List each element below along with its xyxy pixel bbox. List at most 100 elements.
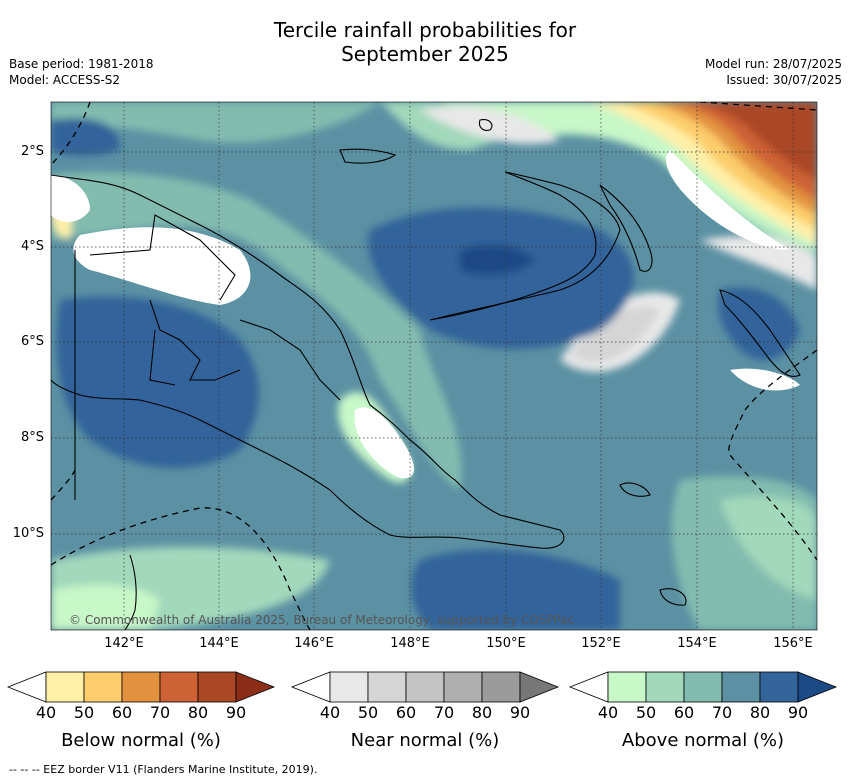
colorbar-swatch (367, 671, 407, 703)
colorbar-title: Below normal (%) (61, 730, 221, 751)
eez-north-west (51, 102, 91, 166)
coast-new-ireland (599, 184, 653, 272)
coast-bougainville (719, 289, 801, 378)
colorbar-swatch (83, 671, 123, 703)
colorbar-under-arrow (6, 671, 47, 703)
longitude-label: 146°E (294, 636, 334, 651)
border-province-b (149, 299, 241, 381)
colorbar-swatch (405, 671, 445, 703)
colorbar-swatch (443, 671, 483, 703)
longitude-label: 150°E (486, 636, 526, 651)
meta-right: Model run: 28/07/2025 Issued: 30/07/2025 (705, 56, 842, 88)
colorbar-over-arrow (235, 671, 276, 703)
colorbar-tick-label: 80 (187, 703, 209, 722)
colorbar-swatch (721, 671, 761, 703)
colorbar-under-arrow (290, 671, 331, 703)
colorbar-swatch (645, 671, 685, 703)
coastlines (51, 119, 801, 630)
colorbar-swatch (121, 671, 161, 703)
colorbars (6, 671, 838, 703)
longitude-label: 156°E (773, 636, 813, 651)
map-frame (50, 101, 818, 631)
colorbar-tick-label: 50 (357, 703, 379, 722)
probability-field (51, 102, 817, 630)
eez-south-west (51, 507, 311, 630)
colorbar-over-arrow (797, 671, 838, 703)
colorbar-swatch (607, 671, 647, 703)
longitude-label: 154°E (677, 636, 717, 651)
colorbar-swatch (197, 671, 237, 703)
borders (74, 214, 341, 500)
copyright-notice: © Commonwealth of Australia 2025, Bureau… (69, 613, 575, 627)
longitude-label: 152°E (581, 636, 621, 651)
eez-borders (51, 102, 817, 630)
colorbar-title: Above normal (%) (621, 730, 785, 751)
colorbar-tick-label: 90 (509, 703, 531, 722)
colorbar-swatch (329, 671, 369, 703)
colorbar-tick-label: 80 (471, 703, 493, 722)
above-normal-80-west (56, 296, 259, 469)
above-normal-80-central (368, 207, 634, 349)
white-zone-east (730, 368, 800, 391)
colorbar-tick-label: 60 (395, 703, 417, 722)
colorbar-tick-label: 90 (225, 703, 247, 722)
white-zone-nw (51, 175, 90, 222)
border-province-c (149, 329, 176, 386)
coast-new-britain (429, 171, 621, 321)
near-normal-core (570, 306, 660, 363)
graticule (51, 102, 817, 630)
longitude-label: 144°E (199, 636, 239, 651)
map-title: Tercile rainfall probabilities for Septe… (0, 18, 850, 66)
field-band-a (51, 172, 462, 490)
coast-manus (339, 148, 397, 164)
border-province-d (239, 319, 341, 401)
colorbar-tick-label: 50 (73, 703, 95, 722)
above-normal-90 (460, 244, 535, 276)
eez-footnote: -- -- -- EEZ border V11 (Flanders Marine… (9, 763, 318, 776)
colorbar-title: Near normal (%) (350, 730, 500, 751)
base-period: Base period: 1981-2018 (9, 57, 154, 71)
white-zone-papua (354, 407, 415, 479)
colorbar-tick-label: 70 (149, 703, 171, 722)
coast-island-b (619, 482, 651, 497)
latitude-label: 4°S (20, 239, 44, 254)
border-province-a (89, 214, 236, 301)
white-zone-ne (666, 150, 790, 250)
colorbar-swatch (159, 671, 199, 703)
meta-left: Base period: 1981-2018 Model: ACCESS-S2 (9, 56, 154, 88)
model-name: Model: ACCESS-S2 (9, 73, 121, 87)
latitude-label: 2°S (20, 144, 44, 159)
colorbar-swatch (45, 671, 85, 703)
longitude-label: 148°E (390, 636, 430, 651)
colorbar-tick-label: 60 (111, 703, 133, 722)
colorbar-tick-label: 40 (35, 703, 57, 722)
colorbar-tick-label: 80 (749, 703, 771, 722)
colorbar-tick-label: 40 (597, 703, 619, 722)
colorbar-tick-label: 90 (787, 703, 809, 722)
coast-new-guinea (51, 174, 565, 549)
colorbar-swatch (481, 671, 521, 703)
coast-cape-york (124, 554, 137, 630)
model-run: Model run: 28/07/2025 (704, 57, 842, 71)
colorbar-swatch (759, 671, 799, 703)
near-normal-north (420, 106, 560, 144)
issued-date: Issued: 30/07/2025 (726, 73, 842, 87)
colorbar-over-arrow (519, 671, 560, 703)
colorbar-under-arrow (568, 671, 609, 703)
colorbar-swatch (683, 671, 723, 703)
coast-island-c (659, 588, 687, 606)
eez-north-east (699, 102, 817, 111)
latitude-label: 6°S (20, 334, 44, 349)
colorbar-tick-label: 70 (433, 703, 455, 722)
colorbar-tick-label: 40 (319, 703, 341, 722)
coast-island-a (478, 119, 493, 131)
below-normal-80 (690, 102, 817, 180)
above-normal-40-south (51, 584, 160, 630)
title-line-1: Tercile rainfall probabilities for (273, 18, 577, 42)
colorbar-tick-label: 50 (635, 703, 657, 722)
eez-east (728, 349, 817, 561)
longitude-label: 142°E (104, 636, 144, 651)
above-normal-80-south (411, 549, 620, 630)
colorbar-tick-label: 70 (711, 703, 733, 722)
